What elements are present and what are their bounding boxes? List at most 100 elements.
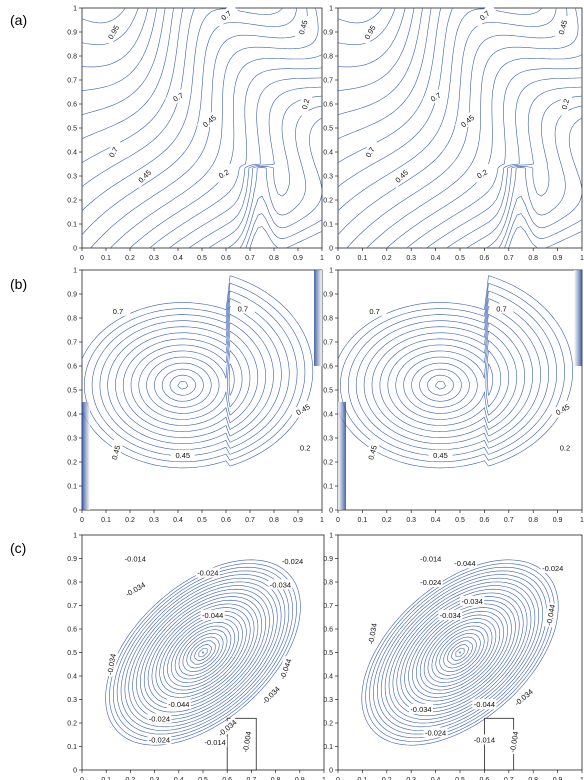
y-tick-label: 0.1 xyxy=(323,222,333,229)
contour-label-bg xyxy=(170,449,195,460)
contour-line xyxy=(81,7,126,24)
wall-boundary-layer xyxy=(82,402,90,510)
x-tick-label: 0.1 xyxy=(358,517,368,524)
contour-line xyxy=(110,7,319,249)
contour-line xyxy=(81,7,166,115)
contour-line xyxy=(249,226,323,249)
y-tick-label: 0.4 xyxy=(67,150,77,157)
contour-line xyxy=(340,283,565,463)
contour-label: 0.7 xyxy=(238,304,248,313)
contour-line xyxy=(371,314,533,438)
contour-line xyxy=(146,350,243,414)
contour-label-bg xyxy=(294,14,311,41)
contour-label-bg xyxy=(418,553,443,564)
panel-label-c: (c) xyxy=(10,540,27,556)
contour-label-bg xyxy=(511,685,536,709)
contour-label: -0.044 xyxy=(544,604,557,627)
contour-line xyxy=(439,633,481,672)
contour-line xyxy=(387,330,518,426)
contour-label: -0.044 xyxy=(202,611,223,620)
contour-line xyxy=(182,633,224,672)
y-tick-label: 1 xyxy=(73,6,77,13)
y-tick-label: 0.6 xyxy=(67,364,77,371)
contour-line xyxy=(90,7,308,249)
y-tick-label: 0.9 xyxy=(323,30,333,37)
contour-label: -0.034 xyxy=(440,611,461,620)
x-tick-label: 0.8 xyxy=(528,777,538,780)
contour-line xyxy=(337,7,415,91)
x-tick-label: 0.8 xyxy=(528,255,538,262)
contour-label: 0.7 xyxy=(113,307,123,316)
x-tick-label: 0.4 xyxy=(174,777,184,780)
contour-line xyxy=(455,648,465,657)
contour-label-bg xyxy=(556,91,573,117)
x-tick-label: 0.6 xyxy=(222,777,232,780)
contour-line xyxy=(122,322,266,432)
y-tick-label: 0.3 xyxy=(323,436,333,443)
contour-label-bg xyxy=(293,442,318,453)
x-tick-label: 0.2 xyxy=(126,777,136,780)
x-tick-label: 0.6 xyxy=(480,255,490,262)
contour-line xyxy=(155,607,251,698)
contour-plot-6: -0.014-0.024-0.024-0.034-0.044-0.034-0.0… xyxy=(323,533,584,780)
x-tick-label: 0.2 xyxy=(382,255,392,262)
y-tick-label: 0 xyxy=(73,768,77,775)
contour-label: -0.044 xyxy=(454,559,475,568)
contour-label: -0.014 xyxy=(204,738,225,747)
y-tick-label: 0.8 xyxy=(67,54,77,61)
y-tick-label: 0 xyxy=(73,508,77,515)
contour-label-bg xyxy=(132,163,157,189)
contour-line xyxy=(504,213,583,249)
contour-label: -0.024 xyxy=(282,557,303,566)
x-tick-label: 0.1 xyxy=(358,255,368,262)
contour-label-bg xyxy=(230,303,255,314)
contour-label: -0.014 xyxy=(474,735,495,744)
contour-line xyxy=(198,648,208,657)
contour-label: 0.45 xyxy=(175,451,190,460)
y-tick-label: 0.7 xyxy=(323,603,333,610)
contour-line xyxy=(169,374,196,396)
contour-label: 0.7 xyxy=(496,304,506,313)
y-tick-label: 0.5 xyxy=(323,388,333,395)
contour-line xyxy=(395,340,510,420)
contour-label: -0.014 xyxy=(420,555,441,564)
contour-line xyxy=(419,368,462,402)
x-tick-label: 0.6 xyxy=(480,777,490,780)
contour-line xyxy=(208,95,323,249)
y-tick-label: 0.8 xyxy=(323,316,333,323)
x-tick-label: 0.4 xyxy=(431,517,441,524)
x-tick-label: 0.8 xyxy=(269,517,279,524)
x-tick-label: 0.9 xyxy=(293,517,303,524)
x-tick-label: 0.9 xyxy=(293,255,303,262)
contour-line xyxy=(163,614,243,691)
y-tick-label: 0.5 xyxy=(67,388,77,395)
contour-line xyxy=(337,7,543,211)
contour-label-bg xyxy=(147,713,172,724)
contour-label: -0.034 xyxy=(410,705,431,714)
contour-label: -0.034 xyxy=(462,597,483,606)
contour-label: -0.034 xyxy=(124,580,147,598)
contour-line xyxy=(107,306,282,444)
contour-label-bg xyxy=(166,699,191,710)
contour-line xyxy=(194,644,212,661)
contour-plot-3: 0.7 0.70.45 0.450.450.20 0.1 0.2 0.3 0.4 0.5 0.6… xyxy=(67,268,324,525)
contour-line xyxy=(138,340,251,420)
contour-line xyxy=(154,362,235,408)
contour-label-bg xyxy=(107,439,124,466)
contour-label: -0.024 xyxy=(542,564,563,573)
contour-label: -0.034 xyxy=(270,580,291,589)
contour-line xyxy=(120,574,286,731)
contour-label: -0.024 xyxy=(197,569,218,578)
y-tick-label: 0.3 xyxy=(67,436,77,443)
y-tick-label: 0.2 xyxy=(67,460,77,467)
contour-label-bg xyxy=(460,595,485,606)
contour-line xyxy=(109,563,297,742)
x-tick-label: 0.9 xyxy=(553,255,563,262)
wall-boundary-layer xyxy=(338,402,346,510)
x-tick-label: 1 xyxy=(320,517,324,524)
contour-line xyxy=(411,362,494,408)
x-tick-label: 0.6 xyxy=(221,255,231,262)
contour-line xyxy=(91,290,298,457)
